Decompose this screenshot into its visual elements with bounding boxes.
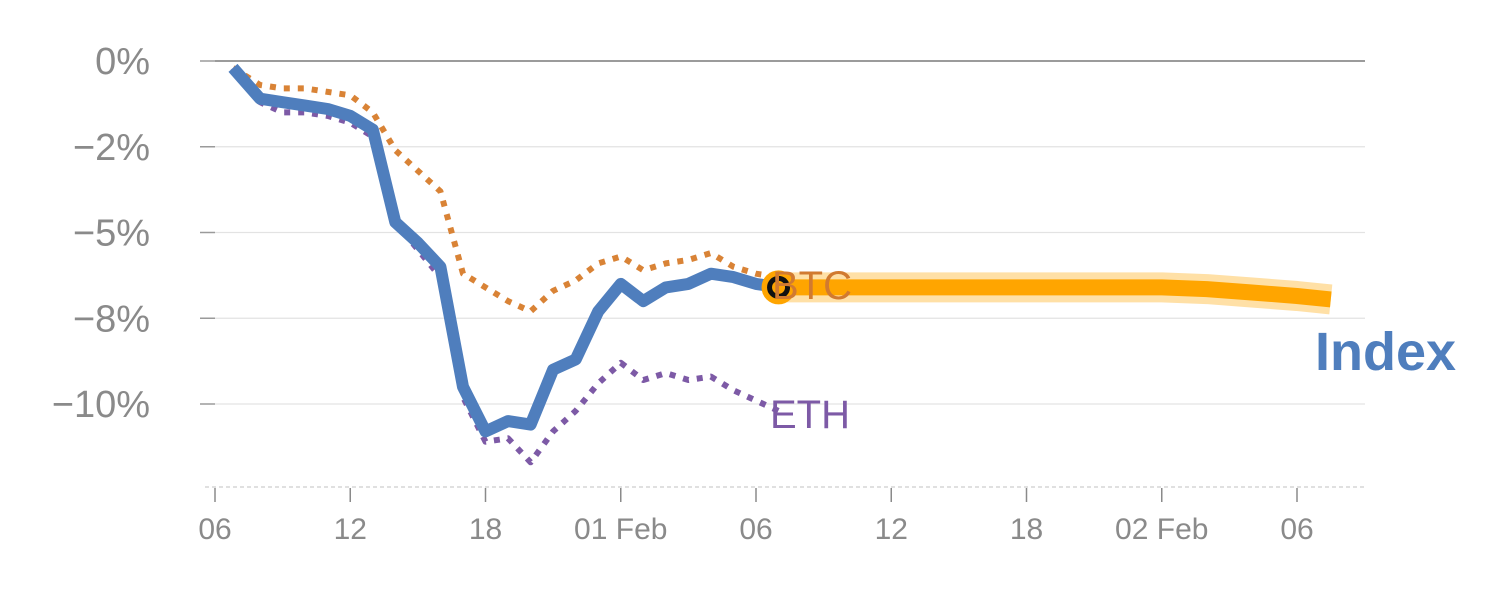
x-axis: 06 12 18 01 Feb 06 12 18 02 Feb 06 — [198, 486, 1365, 546]
series-line-index — [228, 63, 780, 438]
y-tick-label: −10% — [52, 384, 150, 426]
x-tick-label: 12 — [334, 513, 367, 546]
x-tick-label: 18 — [1010, 513, 1043, 546]
endpoint-marker-ring — [767, 275, 791, 299]
x-tick-label: 18 — [469, 513, 502, 546]
x-tick-label: 06 — [739, 513, 772, 546]
y-tick-label: −2% — [73, 127, 150, 169]
y-tick-label: 0% — [95, 41, 150, 83]
x-tick-label: 06 — [198, 513, 231, 546]
series-labels: BTC ETH Index — [770, 264, 1456, 437]
x-tick-label: 06 — [1280, 513, 1313, 546]
x-tick-label: 01 Feb — [574, 513, 667, 546]
series-line-btc — [231, 65, 779, 315]
label-index: Index — [1315, 322, 1456, 382]
label-btc: BTC — [772, 264, 852, 308]
x-tick-label: 12 — [875, 513, 908, 546]
label-eth: ETH — [770, 393, 850, 437]
grid-lines — [200, 60, 1365, 405]
x-tick-label: 02 Feb — [1115, 513, 1208, 546]
projection-line — [778, 279, 1332, 308]
y-axis: 0% −2% −5% −8% −10% — [52, 41, 150, 426]
y-tick-label: −5% — [73, 213, 150, 255]
y-tick-label: −8% — [73, 298, 150, 340]
endpoint-marker — [761, 270, 796, 305]
series-lines — [228, 63, 1333, 466]
series-line-eth — [230, 66, 780, 466]
